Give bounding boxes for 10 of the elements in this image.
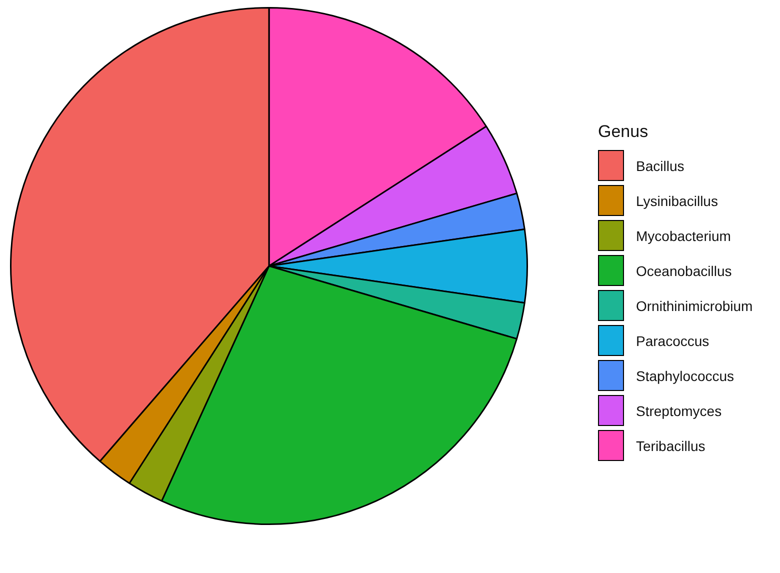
legend-label: Ornithinimicrobium	[636, 298, 753, 314]
legend-label: Streptomyces	[636, 402, 722, 418]
legend-label: Oceanobacillus	[636, 262, 732, 278]
legend-title: Genus	[598, 122, 650, 142]
legend-label: Mycobacterium	[636, 228, 731, 244]
legend-label: Staphylococcus	[636, 368, 734, 384]
legend-label: Teribacillus	[636, 438, 706, 454]
legend-label: Paracoccus	[636, 332, 710, 348]
legend-label: Lysinibacillus	[636, 192, 718, 208]
legend-label: Bacillus	[636, 158, 684, 174]
